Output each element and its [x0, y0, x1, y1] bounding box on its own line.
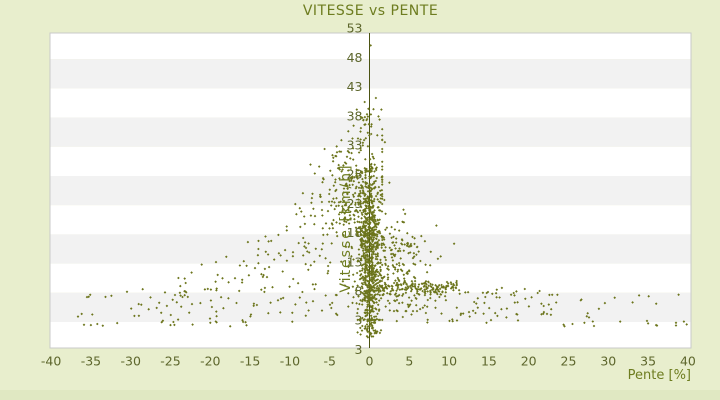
grid-band: [50, 117, 691, 147]
y-tick-label: 43: [347, 79, 363, 94]
x-tick-label: -30: [120, 354, 140, 369]
x-tick-label: 35: [640, 354, 656, 369]
y-axis-label: Vitesse [km/h]: [338, 163, 354, 293]
y-tick-label: 53: [347, 21, 363, 36]
x-tick-label: -10: [280, 354, 300, 369]
x-tick-label: -25: [160, 354, 180, 369]
x-tick-label: 5: [405, 354, 413, 369]
x-tick-label: 10: [441, 354, 457, 369]
scatter-points: [76, 44, 688, 339]
y-tick-label: 48: [347, 50, 363, 65]
x-tick-label: -20: [200, 354, 220, 369]
x-tick-label: 25: [561, 354, 577, 369]
x-axis-label: Pente [%]: [627, 368, 691, 383]
y-tick-label: 3: [355, 342, 363, 357]
x-tick-label: 30: [600, 354, 616, 369]
chart-title: VITESSE vs PENTE: [302, 3, 439, 19]
x-tick-label: -40: [41, 354, 61, 369]
grid-band: [50, 59, 691, 89]
plot-border: [49, 32, 692, 349]
x-tick-label: 20: [521, 354, 537, 369]
y-tick-label: 33: [347, 138, 363, 153]
y-tick-label: 13: [347, 254, 363, 269]
y-tick-label: 18: [347, 225, 363, 240]
x-tick-label: -35: [81, 354, 101, 369]
x-tick-label: 40: [680, 354, 696, 369]
x-tick-label: 0: [366, 354, 374, 369]
y-tick-label: 8: [355, 284, 363, 299]
window-bottom-strip: [0, 390, 720, 400]
plot-background-band: [50, 88, 691, 118]
x-tick-label: 15: [481, 354, 497, 369]
x-tick-label: -5: [323, 354, 335, 369]
y-tick-label: 38: [347, 108, 363, 123]
x-tick-label: -15: [240, 354, 260, 369]
